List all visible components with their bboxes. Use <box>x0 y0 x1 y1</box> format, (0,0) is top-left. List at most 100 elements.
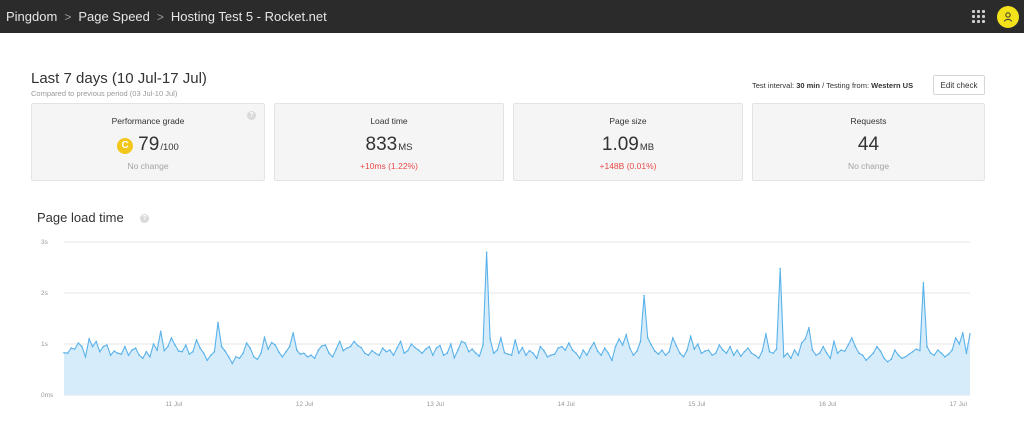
data-point[interactable] <box>496 349 499 351</box>
data-point[interactable] <box>446 352 449 354</box>
data-point[interactable] <box>532 352 534 354</box>
data-point[interactable] <box>432 354 434 356</box>
data-point[interactable] <box>396 347 398 349</box>
data-point[interactable] <box>618 338 620 340</box>
data-point[interactable] <box>174 344 176 346</box>
data-point[interactable] <box>854 345 857 348</box>
data-point[interactable] <box>904 356 907 358</box>
data-point[interactable] <box>185 344 187 346</box>
data-point[interactable] <box>829 357 832 360</box>
data-point[interactable] <box>70 347 72 349</box>
data-point[interactable] <box>392 354 395 356</box>
data-point[interactable] <box>596 350 599 352</box>
data-point[interactable] <box>725 352 728 354</box>
data-point[interactable] <box>768 350 771 353</box>
data-point[interactable] <box>629 347 631 349</box>
data-point[interactable] <box>901 357 903 360</box>
data-point[interactable] <box>625 334 627 336</box>
data-point[interactable] <box>833 340 835 343</box>
data-point[interactable] <box>367 354 370 356</box>
data-point[interactable] <box>951 349 953 351</box>
data-point[interactable] <box>879 350 882 352</box>
data-point[interactable] <box>940 352 943 354</box>
data-point[interactable] <box>378 354 380 356</box>
data-point[interactable] <box>439 344 441 347</box>
data-point[interactable] <box>962 332 964 334</box>
data-point[interactable] <box>485 251 488 253</box>
data-point[interactable] <box>224 350 226 352</box>
data-point[interactable] <box>872 352 875 354</box>
data-point[interactable] <box>679 352 681 354</box>
data-point[interactable] <box>152 343 155 345</box>
data-point[interactable] <box>478 355 481 357</box>
data-point[interactable] <box>149 356 151 358</box>
data-point[interactable] <box>790 357 792 360</box>
data-point[interactable] <box>460 340 463 343</box>
data-point[interactable] <box>621 344 624 346</box>
data-point[interactable] <box>145 350 148 353</box>
data-point[interactable] <box>288 345 291 348</box>
data-point[interactable] <box>274 344 277 346</box>
data-point[interactable] <box>242 352 244 354</box>
data-point[interactable] <box>500 337 502 339</box>
data-point[interactable] <box>797 354 799 356</box>
help-icon[interactable]: ? <box>140 214 149 223</box>
data-point[interactable] <box>235 356 237 358</box>
data-point[interactable] <box>335 348 338 350</box>
help-icon[interactable]: ? <box>247 111 256 120</box>
data-point[interactable] <box>865 359 867 362</box>
data-point[interactable] <box>489 338 491 340</box>
data-point[interactable] <box>722 349 724 351</box>
data-point[interactable] <box>417 349 420 351</box>
data-point[interactable] <box>253 356 255 358</box>
data-point[interactable] <box>84 356 87 358</box>
data-point[interactable] <box>321 345 323 347</box>
data-point[interactable] <box>886 361 889 363</box>
data-point[interactable] <box>890 358 892 361</box>
data-point[interactable] <box>127 354 130 356</box>
data-point[interactable] <box>414 346 416 349</box>
data-point[interactable] <box>475 352 477 354</box>
data-point[interactable] <box>353 340 355 343</box>
data-point[interactable] <box>646 337 649 339</box>
data-point[interactable] <box>772 352 774 354</box>
data-point[interactable] <box>407 349 409 352</box>
data-point[interactable] <box>611 359 613 362</box>
data-point[interactable] <box>285 350 287 353</box>
data-point[interactable] <box>937 349 939 351</box>
data-point[interactable] <box>765 333 767 335</box>
data-point[interactable] <box>306 356 309 358</box>
data-point[interactable] <box>736 349 738 351</box>
data-point[interactable] <box>636 350 638 352</box>
data-point[interactable] <box>643 294 645 297</box>
data-point[interactable] <box>672 337 674 339</box>
data-point[interactable] <box>661 349 663 351</box>
data-point[interactable] <box>550 354 552 356</box>
data-point[interactable] <box>503 351 506 354</box>
data-point[interactable] <box>217 321 219 324</box>
breadcrumb-pingdom[interactable]: Pingdom <box>6 9 58 24</box>
data-point[interactable] <box>195 339 198 341</box>
data-point[interactable] <box>206 359 208 362</box>
data-point[interactable] <box>267 348 269 350</box>
data-point[interactable] <box>324 344 327 346</box>
data-point[interactable] <box>897 354 900 356</box>
data-point[interactable] <box>131 349 133 351</box>
data-point[interactable] <box>603 347 606 349</box>
data-point[interactable] <box>836 352 839 354</box>
data-point[interactable] <box>231 362 234 365</box>
data-point[interactable] <box>779 267 781 270</box>
data-point[interactable] <box>689 335 692 338</box>
data-point[interactable] <box>364 352 366 354</box>
data-point[interactable] <box>535 357 538 360</box>
data-point[interactable] <box>81 345 83 348</box>
data-point[interactable] <box>908 353 910 355</box>
data-point[interactable] <box>492 352 495 354</box>
data-point[interactable] <box>102 345 105 348</box>
data-point[interactable] <box>600 354 602 356</box>
data-point[interactable] <box>410 343 413 345</box>
data-point[interactable] <box>381 347 384 349</box>
data-point[interactable] <box>299 353 302 355</box>
data-point[interactable] <box>510 354 513 356</box>
data-point[interactable] <box>843 350 846 352</box>
